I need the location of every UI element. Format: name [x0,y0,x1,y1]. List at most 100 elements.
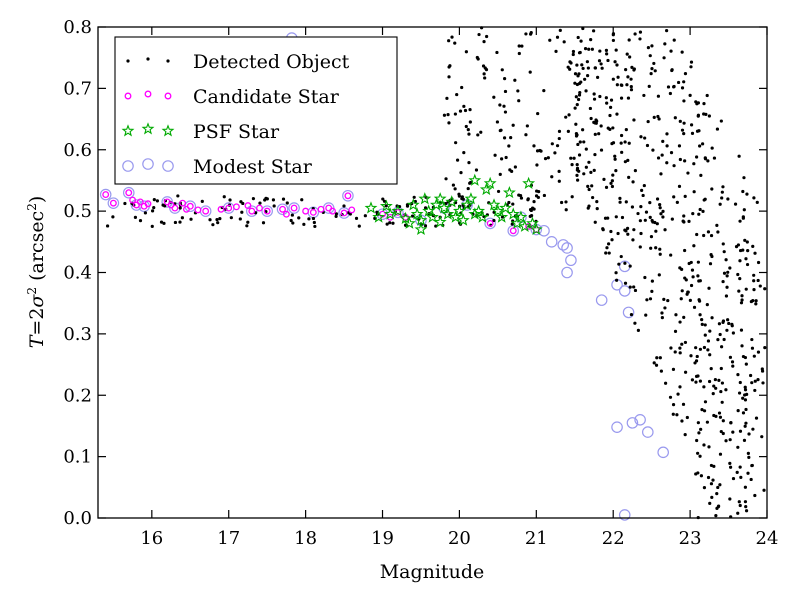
detected-object-point [375,210,379,214]
detected-object-point [706,348,710,352]
detected-object-point [105,224,110,228]
detected-object-point [623,281,628,285]
detected-object-point [632,118,636,122]
detected-object-point [697,298,701,302]
legend-marker [126,59,130,63]
detected-object-point [718,452,723,456]
detected-object-point [605,52,609,56]
psf-star-point [506,207,520,220]
detected-object-point [720,345,724,349]
detected-object-point [716,485,720,490]
psf-star-point [483,176,497,189]
detected-object-point [313,224,317,229]
detected-object-point [752,273,756,277]
detected-object-point [673,329,678,333]
detected-object-point [536,111,540,116]
detected-object-point [517,44,521,48]
legend-label: Modest Star [193,156,313,178]
modest-star-point [565,254,577,267]
detected-object-point [740,298,744,302]
detected-object-point [689,354,693,358]
detected-object-point [708,329,712,333]
detected-object-point [632,228,636,232]
detected-object-point [678,351,682,355]
detected-object-point [668,91,672,96]
psf-star-point [472,204,486,217]
detected-object-point [756,260,761,265]
detected-object-point [749,373,753,378]
detected-object-point [496,189,501,194]
detected-object-point [594,118,598,122]
detected-object-point [586,74,590,78]
detected-object-point [703,323,707,327]
detected-object-point [698,207,702,212]
detected-object-point [703,197,707,201]
detected-object-point [665,161,669,165]
modest-star-point [545,236,558,248]
detected-object-point [654,246,658,250]
detected-object-point [683,340,688,345]
legend-box [114,36,398,185]
detected-object-point [334,212,339,216]
candidate-star-point [263,207,271,215]
detected-object-point [659,369,663,373]
detected-object-point [138,219,143,223]
detected-object-point [571,49,576,54]
detected-object-point [573,81,577,85]
detected-object-point [258,201,262,205]
detected-object-point [695,129,700,133]
detected-object-point [642,183,646,188]
detected-object-point [739,328,744,332]
modest-star-point [245,205,258,217]
y-tick-label: 0.0 [63,508,92,529]
candidate-star-point [125,189,133,197]
detected-object-point [578,90,582,95]
detected-object-point [660,311,664,315]
detected-object-point [734,244,739,249]
detected-object-point [504,155,508,160]
detected-object-point [708,501,712,505]
candidate-star-point [244,202,252,210]
detected-object-point [636,211,640,216]
detected-object-point [582,140,586,144]
detected-object-point [503,110,508,114]
detected-object-point [566,129,570,133]
detected-object-point [738,429,743,433]
detected-object-point [670,217,674,221]
detected-object-point [683,248,687,253]
detected-object-point [633,321,637,325]
detected-object-point [633,32,637,36]
detected-object-point [717,411,722,415]
detected-object-point [650,67,654,71]
candidate-star-point [248,207,256,215]
modest-star-point [484,217,496,230]
detected-object-point [216,221,220,225]
detected-object-point [752,354,756,358]
detected-object-point [698,313,702,317]
detected-object-point [687,219,691,223]
detected-object-point [704,112,708,116]
detected-object-point [728,497,732,501]
y-tick-label: 0.6 [63,140,92,161]
modest-star-point [611,421,623,433]
detected-object-point [651,220,655,224]
detected-object-point [557,136,561,141]
legend-marker [144,90,152,98]
detected-object-point [619,254,623,259]
y-label-close: ) [26,196,48,203]
legend-label: Detected Object [193,51,350,73]
modest-star-point [557,239,570,251]
detected-object-point [692,305,697,309]
detected-object-point [648,201,652,205]
detected-object-point [746,249,750,253]
detected-object-point [724,439,728,443]
detected-object-point [702,233,706,238]
detected-object-point [442,113,447,117]
detected-object-point [632,68,636,72]
x-tick-label: 17 [217,528,240,549]
detected-object-point [745,240,749,244]
detected-object-point [680,86,685,90]
detected-object-point [615,63,619,67]
detected-object-point [614,48,618,52]
detected-object-point [665,144,669,148]
